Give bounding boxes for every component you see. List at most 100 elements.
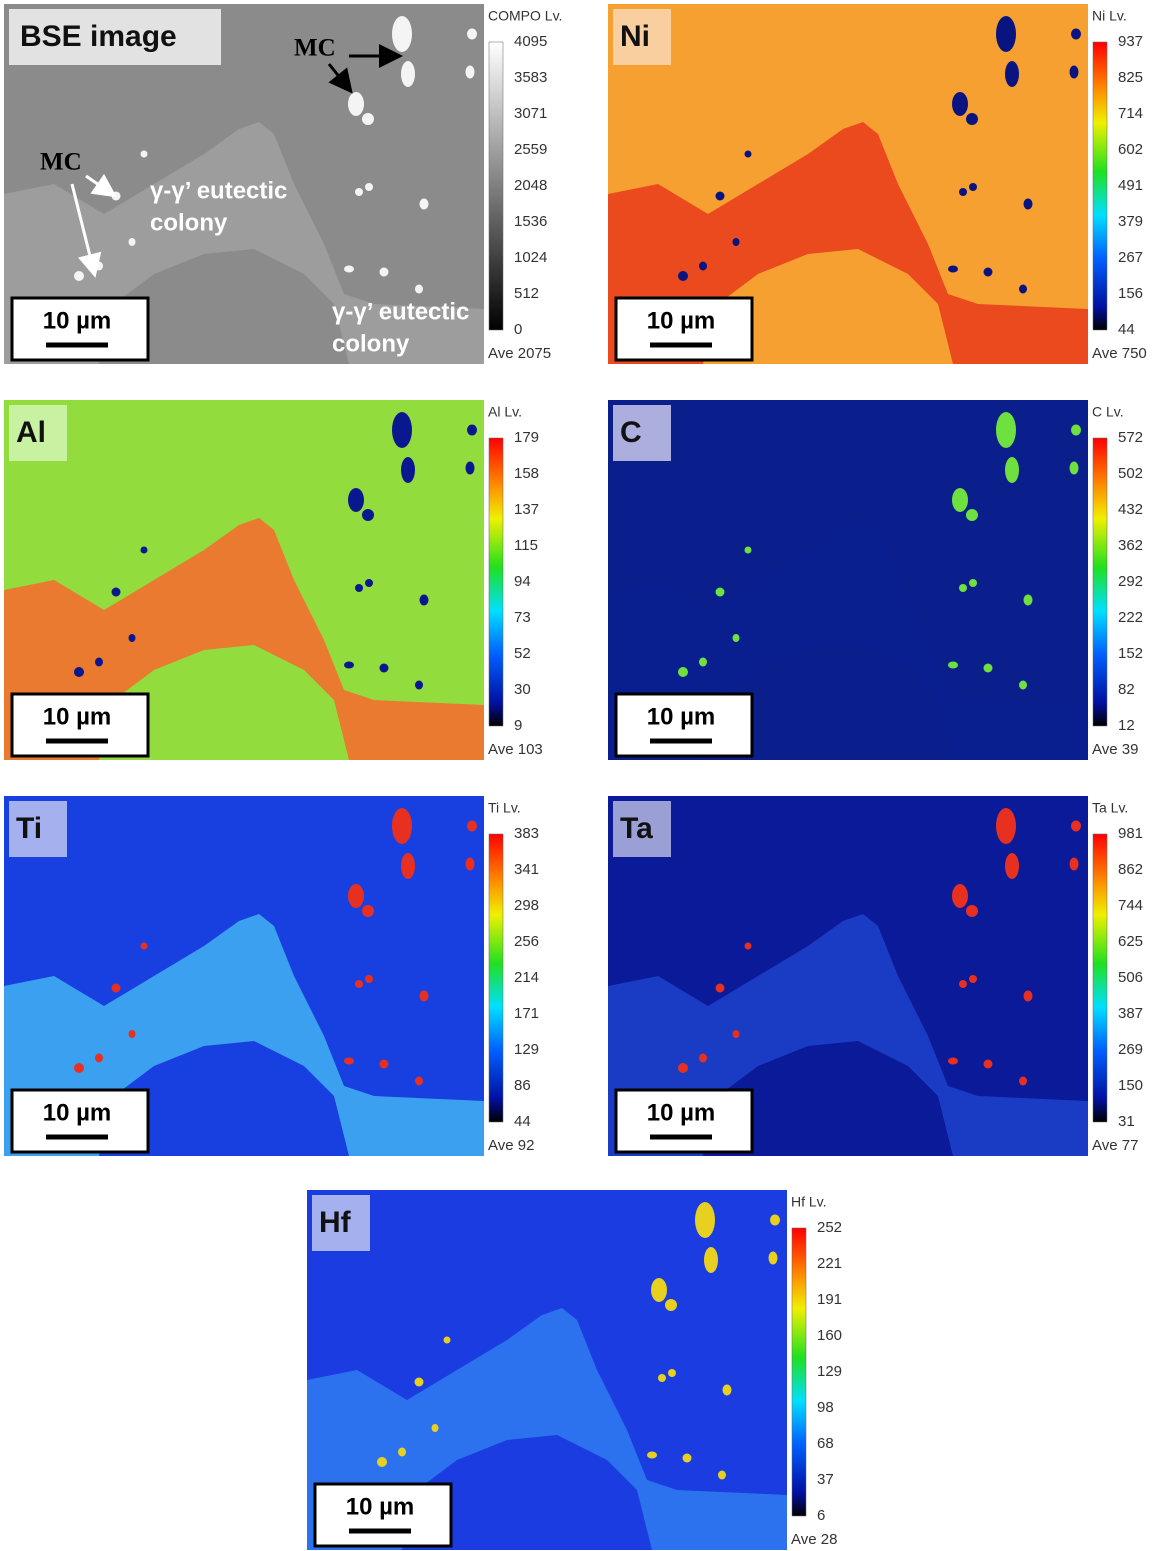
colorbar-tick-label: 625: [1118, 933, 1143, 950]
carbide: [465, 857, 475, 871]
colorbar-average: Ave 103: [488, 741, 543, 758]
carbide: [699, 1053, 707, 1063]
panel-label: Al: [16, 416, 46, 449]
carbide: [732, 1030, 740, 1038]
colorbar-title: COMPO Lv.: [488, 8, 562, 24]
carbide: [715, 983, 725, 993]
carbide: [770, 1214, 780, 1226]
arrow: [327, 63, 353, 94]
carbide: [379, 267, 389, 277]
colorbar-title: Ni Lv.: [1092, 8, 1127, 24]
eutectic-region: [608, 122, 1088, 364]
colorbar-average: Ave 77: [1092, 1137, 1138, 1154]
carbide: [377, 1457, 387, 1467]
colorbar-tick-label: 862: [1118, 861, 1143, 878]
mc-label: MC: [40, 149, 82, 176]
carbide: [695, 1202, 715, 1238]
carbide: [715, 587, 725, 597]
arrow: [70, 183, 102, 278]
panel: BSE image 10 µm COMPO Lv. 4095 3583 3071 2559 2…: [4, 4, 562, 364]
colorbar-average: Ave 39: [1092, 741, 1138, 758]
carbide: [959, 980, 967, 988]
carbide: [419, 594, 429, 606]
carbide: [1071, 424, 1081, 436]
carbide: [398, 1447, 406, 1457]
carbide: [1019, 1076, 1027, 1086]
eutectic-label: colony: [150, 209, 228, 236]
colorbar-average: Ave 2075: [488, 345, 551, 362]
carbide: [952, 488, 968, 512]
carbide: [467, 28, 477, 40]
carbide: [128, 238, 136, 246]
colorbar-tick-label: 44: [514, 1113, 531, 1130]
colorbar-tick-label: 68: [817, 1435, 834, 1452]
carbide: [344, 661, 354, 669]
carbide: [355, 188, 363, 196]
colorbar: [1092, 833, 1108, 1123]
panel-label: BSE image: [20, 20, 177, 53]
colorbar-average: Ave 28: [791, 1531, 837, 1548]
label-box: [613, 9, 671, 65]
eutectic-region: [608, 914, 1088, 1156]
carbide: [95, 657, 103, 667]
colorbar-title: Hf Lv.: [791, 1194, 827, 1210]
colorbar: [1092, 437, 1108, 727]
carbide: [682, 1453, 692, 1463]
colorbar-title: Al Lv.: [488, 404, 522, 420]
carbide: [362, 113, 374, 125]
colorbar-tick-label: 86: [514, 1077, 531, 1094]
colorbar-tick-label: 572: [1118, 429, 1143, 446]
carbide: [74, 667, 84, 677]
carbide: [362, 905, 374, 917]
carbide: [1071, 28, 1081, 40]
carbide: [704, 1247, 718, 1273]
colorbar-tick-label: 30: [514, 681, 531, 698]
colorbar-tick-label: 171: [514, 1005, 539, 1022]
carbide: [111, 587, 121, 597]
panel-label: Ti: [16, 812, 42, 845]
panel: Ni 10 µm Ni Lv. 937 825 714 602 491 379 267 156 44 A…: [608, 4, 1147, 364]
colorbar-tick-label: 152: [1118, 645, 1143, 662]
panel: C 10 µm C Lv. 572 502 432 362 292 222 152 82 12 Ave …: [608, 400, 1143, 760]
carbide: [443, 1336, 451, 1344]
carbide: [658, 1374, 666, 1382]
carbide: [651, 1278, 667, 1302]
carbide: [1069, 461, 1079, 475]
carbide: [348, 884, 364, 908]
carbide: [348, 92, 364, 116]
carbide: [715, 191, 725, 201]
colorbar: [488, 833, 504, 1123]
carbide: [95, 1053, 103, 1063]
colorbar-tick-label: 1024: [514, 249, 547, 266]
carbide: [678, 1063, 688, 1073]
eutectic-region: [4, 914, 484, 1156]
carbide: [128, 1030, 136, 1038]
carbide: [140, 150, 148, 158]
carbide: [1069, 857, 1079, 871]
carbide: [1005, 61, 1019, 87]
carbide: [1023, 990, 1033, 1002]
colorbar-tick-label: 298: [514, 897, 539, 914]
colorbar-tick-label: 362: [1118, 537, 1143, 554]
carbide: [1069, 65, 1079, 79]
panel: Al 10 µm Al Lv. 179 158 137 115 94 73 52 30 9 Ave 10…: [4, 400, 543, 760]
carbide: [966, 113, 978, 125]
carbide: [969, 579, 977, 587]
carbide: [348, 488, 364, 512]
carbide: [344, 265, 354, 273]
carbide: [362, 509, 374, 521]
label-box: [9, 9, 221, 65]
carbide: [966, 509, 978, 521]
carbide: [1019, 680, 1027, 690]
carbide: [74, 1063, 84, 1073]
carbide: [678, 667, 688, 677]
colorbar-tick-label: 506: [1118, 969, 1143, 986]
carbide: [732, 634, 740, 642]
label-box: [312, 1195, 370, 1251]
colorbar-tick-label: 137: [514, 501, 539, 518]
carbide: [732, 238, 740, 246]
carbide: [966, 905, 978, 917]
carbide: [467, 820, 477, 832]
carbide: [344, 1057, 354, 1065]
